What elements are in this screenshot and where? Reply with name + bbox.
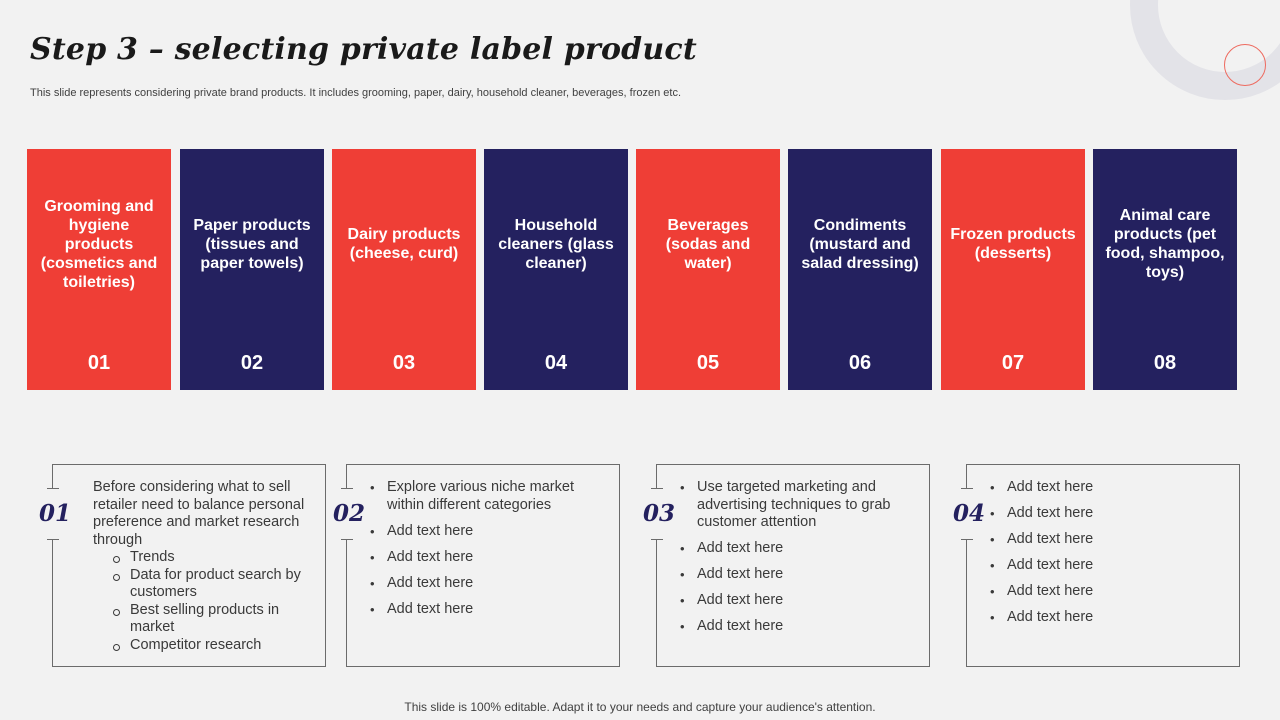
category-number: 01 [87, 352, 111, 374]
bullet-list: Explore various niche market within diff… [370, 479, 610, 618]
box-tick [341, 488, 353, 489]
bullet-item: Add text here [990, 531, 1230, 549]
category-label: Grooming and hygiene products (cosmetics… [40, 197, 158, 291]
category-number: 04 [544, 352, 568, 374]
bullet-item: Add text here [990, 557, 1230, 575]
box-frame [52, 464, 326, 667]
box-number: 03 [643, 500, 676, 527]
box-tick [341, 539, 353, 540]
category-label: Dairy products (cheese, curd) [347, 226, 461, 262]
bullet-item: Add text here [370, 575, 610, 593]
bullet-item: Add text here [990, 609, 1230, 627]
category-number: 03 [392, 352, 416, 374]
category-label: Animal care products (pet food, shampoo,… [1105, 207, 1225, 281]
sub-list-item: Best selling products in market [112, 602, 316, 637]
category-card-05: Beverages (sodas and water) 05 [636, 149, 780, 390]
box-frame [966, 464, 1240, 667]
category-number: 05 [696, 352, 720, 374]
category-label: Condiments (mustard and salad dressing) [801, 216, 919, 272]
detail-box-01: 01 Before considering what to sell retai… [39, 464, 326, 667]
footer-note: This slide is 100% editable. Adapt it to… [404, 700, 876, 714]
box-tick [651, 539, 663, 540]
bullet-item: Add text here [370, 601, 610, 619]
detail-box-03: 03 Use targeted marketing and advertisin… [643, 464, 930, 667]
bullet-item: Add text here [680, 618, 920, 636]
bullet-item: Add text here [680, 592, 920, 610]
category-number: 02 [240, 352, 264, 374]
slide-subtitle: This slide represents considering privat… [30, 87, 681, 99]
sub-list-item: Competitor research [112, 637, 316, 655]
box-content: Use targeted marketing and advertising t… [680, 479, 920, 644]
bullet-item: Add text here [680, 540, 920, 558]
category-card-06: Condiments (mustard and salad dressing) … [788, 149, 932, 390]
bullet-item: Use targeted marketing and advertising t… [680, 479, 920, 532]
category-label: Household cleaners (glass cleaner) [498, 216, 614, 272]
category-label: Frozen products (desserts) [950, 226, 1076, 262]
box-frame [346, 464, 620, 667]
bullet-item: Add text here [370, 523, 610, 541]
detail-box-04: 04 Add text here Add text here Add text … [953, 464, 1240, 667]
category-card-03: Dairy products (cheese, curd) 03 [332, 149, 476, 390]
box-frame [656, 464, 930, 667]
decorative-circle [1224, 44, 1266, 86]
category-label: Paper products (tissues and paper towels… [193, 216, 311, 272]
box-tick [47, 539, 59, 540]
detail-box-02: 02 Explore various niche market within d… [333, 464, 620, 667]
bullet-item: Add text here [370, 549, 610, 567]
sub-list-item: Trends [112, 549, 316, 567]
category-card-04: Household cleaners (glass cleaner) 04 [484, 149, 628, 390]
bullet-list: Use targeted marketing and advertising t… [680, 479, 920, 636]
bullet-item: Add text here [680, 566, 920, 584]
box-number: 02 [333, 500, 366, 527]
box-number: 04 [953, 500, 986, 527]
box-content: Before considering what to sell retailer… [76, 479, 316, 654]
box-intro-text: Before considering what to sell retailer… [93, 479, 305, 548]
box-tick [651, 488, 663, 489]
box-tick [47, 488, 59, 489]
category-number: 08 [1153, 352, 1177, 374]
box-tick [961, 488, 973, 489]
category-cards: Grooming and hygiene products (cosmetics… [27, 149, 1237, 390]
bullet-list: Add text here Add text here Add text her… [990, 479, 1230, 627]
category-label: Beverages (sodas and water) [665, 216, 751, 272]
bullet-item: Add text here [990, 479, 1230, 497]
box-number: 01 [39, 500, 72, 527]
category-number: 06 [848, 352, 872, 374]
category-card-02: Paper products (tissues and paper towels… [180, 149, 324, 390]
sub-list: Trends Data for product search by custom… [112, 549, 316, 654]
box-content: Explore various niche market within diff… [370, 479, 610, 627]
bullet-item: Add text here [990, 505, 1230, 523]
category-number: 07 [1001, 352, 1025, 374]
bullet-item: Add text here [990, 583, 1230, 601]
category-card-07: Frozen products (desserts) 07 [941, 149, 1085, 390]
bullet-item: Explore various niche market within diff… [370, 479, 610, 514]
box-tick [961, 539, 973, 540]
sub-list-item: Data for product search by customers [112, 567, 316, 602]
box-content: Add text here Add text here Add text her… [990, 479, 1230, 635]
category-card-08: Animal care products (pet food, shampoo,… [1093, 149, 1237, 390]
category-card-01: Grooming and hygiene products (cosmetics… [27, 149, 171, 390]
slide-title: Step 3 – selecting private label product [30, 32, 697, 67]
